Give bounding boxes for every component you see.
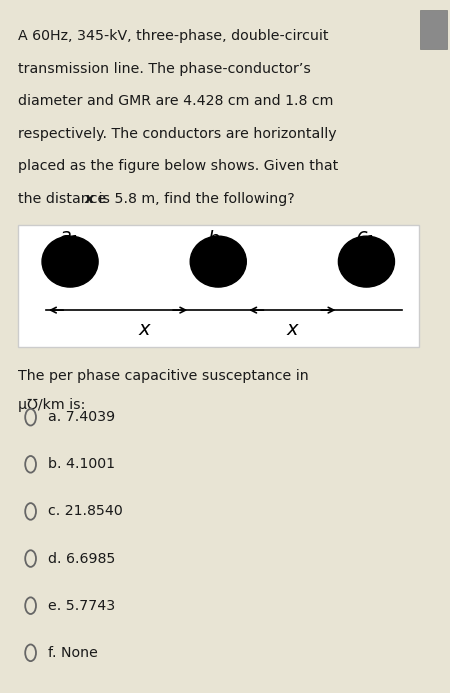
Ellipse shape xyxy=(190,236,246,287)
FancyBboxPatch shape xyxy=(18,225,418,346)
Text: c. 21.8540: c. 21.8540 xyxy=(48,505,122,518)
Text: μ℧/km is:: μ℧/km is: xyxy=(18,398,86,412)
Text: e. 5.7743: e. 5.7743 xyxy=(48,599,115,613)
Text: x: x xyxy=(139,320,150,340)
Text: is 5.8 m, find the following?: is 5.8 m, find the following? xyxy=(94,192,294,206)
Text: placed as the figure below shows. Given that: placed as the figure below shows. Given … xyxy=(18,159,338,173)
Text: d. 6.6985: d. 6.6985 xyxy=(48,552,115,565)
Text: $\mathit{a}_1$: $\mathit{a}_1$ xyxy=(59,229,81,248)
Ellipse shape xyxy=(42,236,98,287)
Text: $\mathit{c}_1$: $\mathit{c}_1$ xyxy=(356,229,377,248)
Ellipse shape xyxy=(338,236,395,287)
Text: x: x xyxy=(85,192,94,206)
Text: The per phase capacitive susceptance in: The per phase capacitive susceptance in xyxy=(18,369,309,383)
Text: diameter and GMR are 4.428 cm and 1.8 cm: diameter and GMR are 4.428 cm and 1.8 cm xyxy=(18,94,333,108)
Text: the distance: the distance xyxy=(18,192,111,206)
Text: respectively. The conductors are horizontally: respectively. The conductors are horizon… xyxy=(18,127,337,141)
FancyBboxPatch shape xyxy=(419,10,446,49)
Text: b. 4.1001: b. 4.1001 xyxy=(48,457,115,471)
Text: $\mathit{b}_1$: $\mathit{b}_1$ xyxy=(207,229,229,251)
Text: a. 7.4039: a. 7.4039 xyxy=(48,410,115,424)
Text: A 60Hz, 345-kV, three-phase, double-circuit: A 60Hz, 345-kV, three-phase, double-circ… xyxy=(18,29,328,43)
Text: x: x xyxy=(287,320,298,340)
Text: f. None: f. None xyxy=(48,646,98,660)
Text: transmission line. The phase-conductor’s: transmission line. The phase-conductor’s xyxy=(18,62,311,76)
